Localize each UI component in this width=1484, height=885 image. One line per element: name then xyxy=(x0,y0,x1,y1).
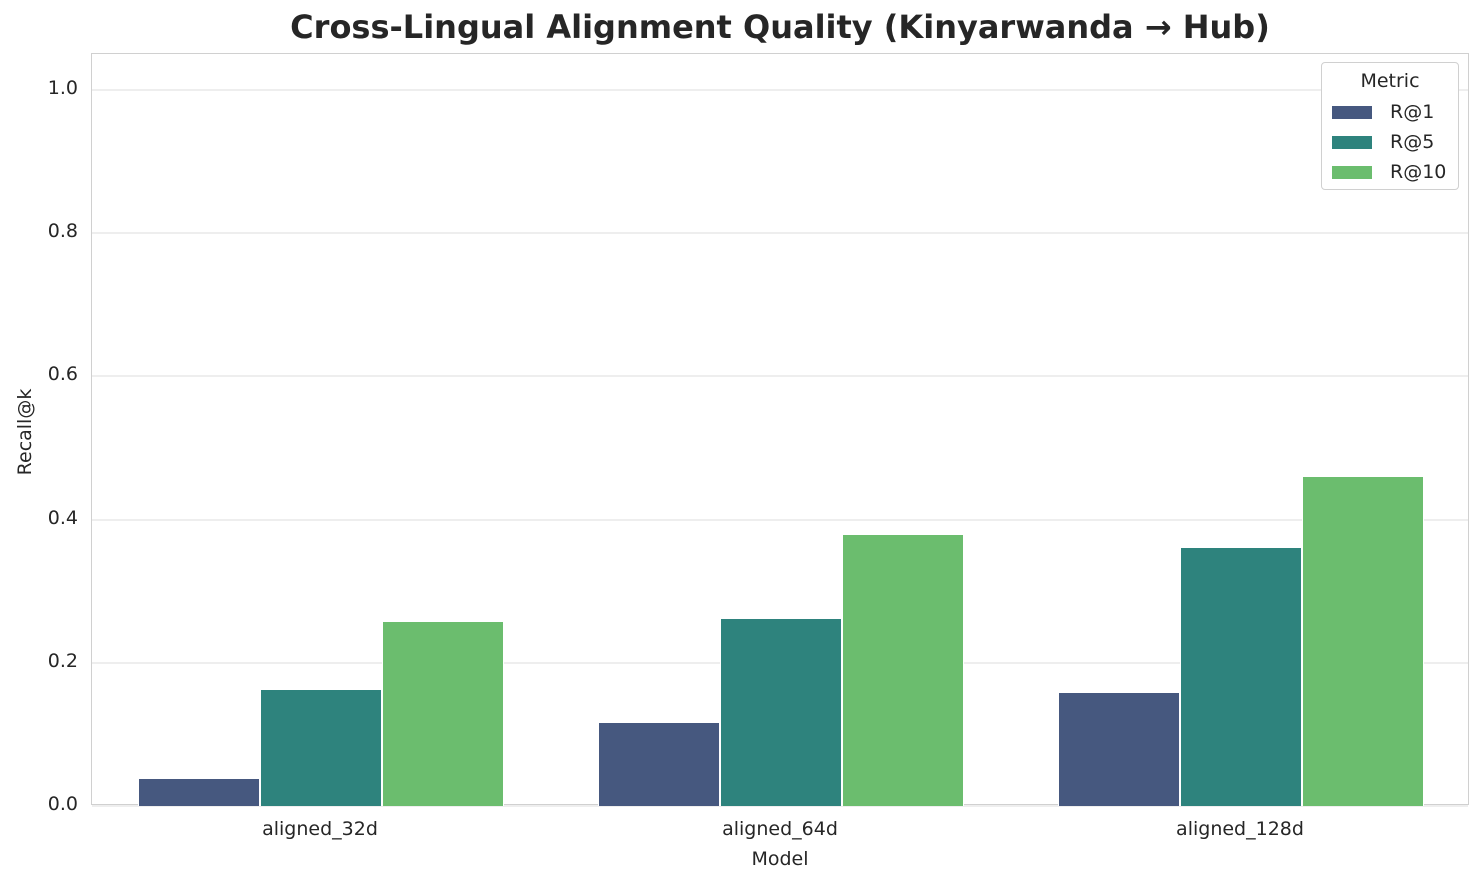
legend-label: R@1 xyxy=(1390,101,1435,123)
legend-label: R@5 xyxy=(1390,131,1435,153)
y-tick-label: 0.0 xyxy=(47,793,78,815)
legend-label: R@10 xyxy=(1390,161,1447,183)
x-tick-label: aligned_128d xyxy=(1176,818,1304,840)
chart-title: Cross-Lingual Alignment Quality (Kinyarw… xyxy=(290,8,1270,46)
legend-title: Metric xyxy=(1360,70,1420,92)
gridline xyxy=(92,375,1468,378)
y-axis-label: Recall@k xyxy=(14,388,36,476)
y-tick-label: 0.4 xyxy=(47,506,78,529)
legend-item-r1: R@1 xyxy=(1332,101,1434,123)
y-tick-label: 1.0 xyxy=(47,77,78,99)
bar-aligned_128d-Rat10 xyxy=(1302,477,1424,806)
y-tick-label: 0.6 xyxy=(47,363,78,386)
x-axis-label: Model xyxy=(751,848,809,870)
legend-item-r10: R@10 xyxy=(1332,161,1446,183)
plot-area xyxy=(91,53,1469,807)
gridline xyxy=(92,805,1468,807)
y-tick-label: 0.8 xyxy=(47,220,78,243)
bar-aligned_32d-Rat1 xyxy=(138,778,260,806)
bar-aligned_64d-Rat1 xyxy=(598,722,720,806)
bar-aligned_64d-Rat10 xyxy=(842,535,964,806)
legend-swatch-r5 xyxy=(1332,135,1372,149)
x-tick-label: aligned_32d xyxy=(262,818,378,840)
legend-swatch-r10 xyxy=(1332,165,1372,179)
bar-aligned_64d-Rat5 xyxy=(720,619,842,806)
legend-swatch-r1 xyxy=(1332,105,1372,119)
bar-aligned_32d-Rat5 xyxy=(260,690,382,806)
gridline xyxy=(92,518,1468,521)
bar-aligned_128d-Rat5 xyxy=(1180,548,1302,806)
bar-aligned_128d-Rat1 xyxy=(1058,692,1180,806)
gridline xyxy=(92,232,1468,235)
y-tick-label: 0.2 xyxy=(47,649,78,672)
legend: Metric R@1 R@5 R@10 xyxy=(1321,62,1459,190)
legend-item-r5: R@5 xyxy=(1332,131,1434,153)
bar-aligned_32d-Rat10 xyxy=(382,621,504,806)
x-tick-label: aligned_64d xyxy=(722,818,838,840)
gridline xyxy=(92,89,1468,91)
